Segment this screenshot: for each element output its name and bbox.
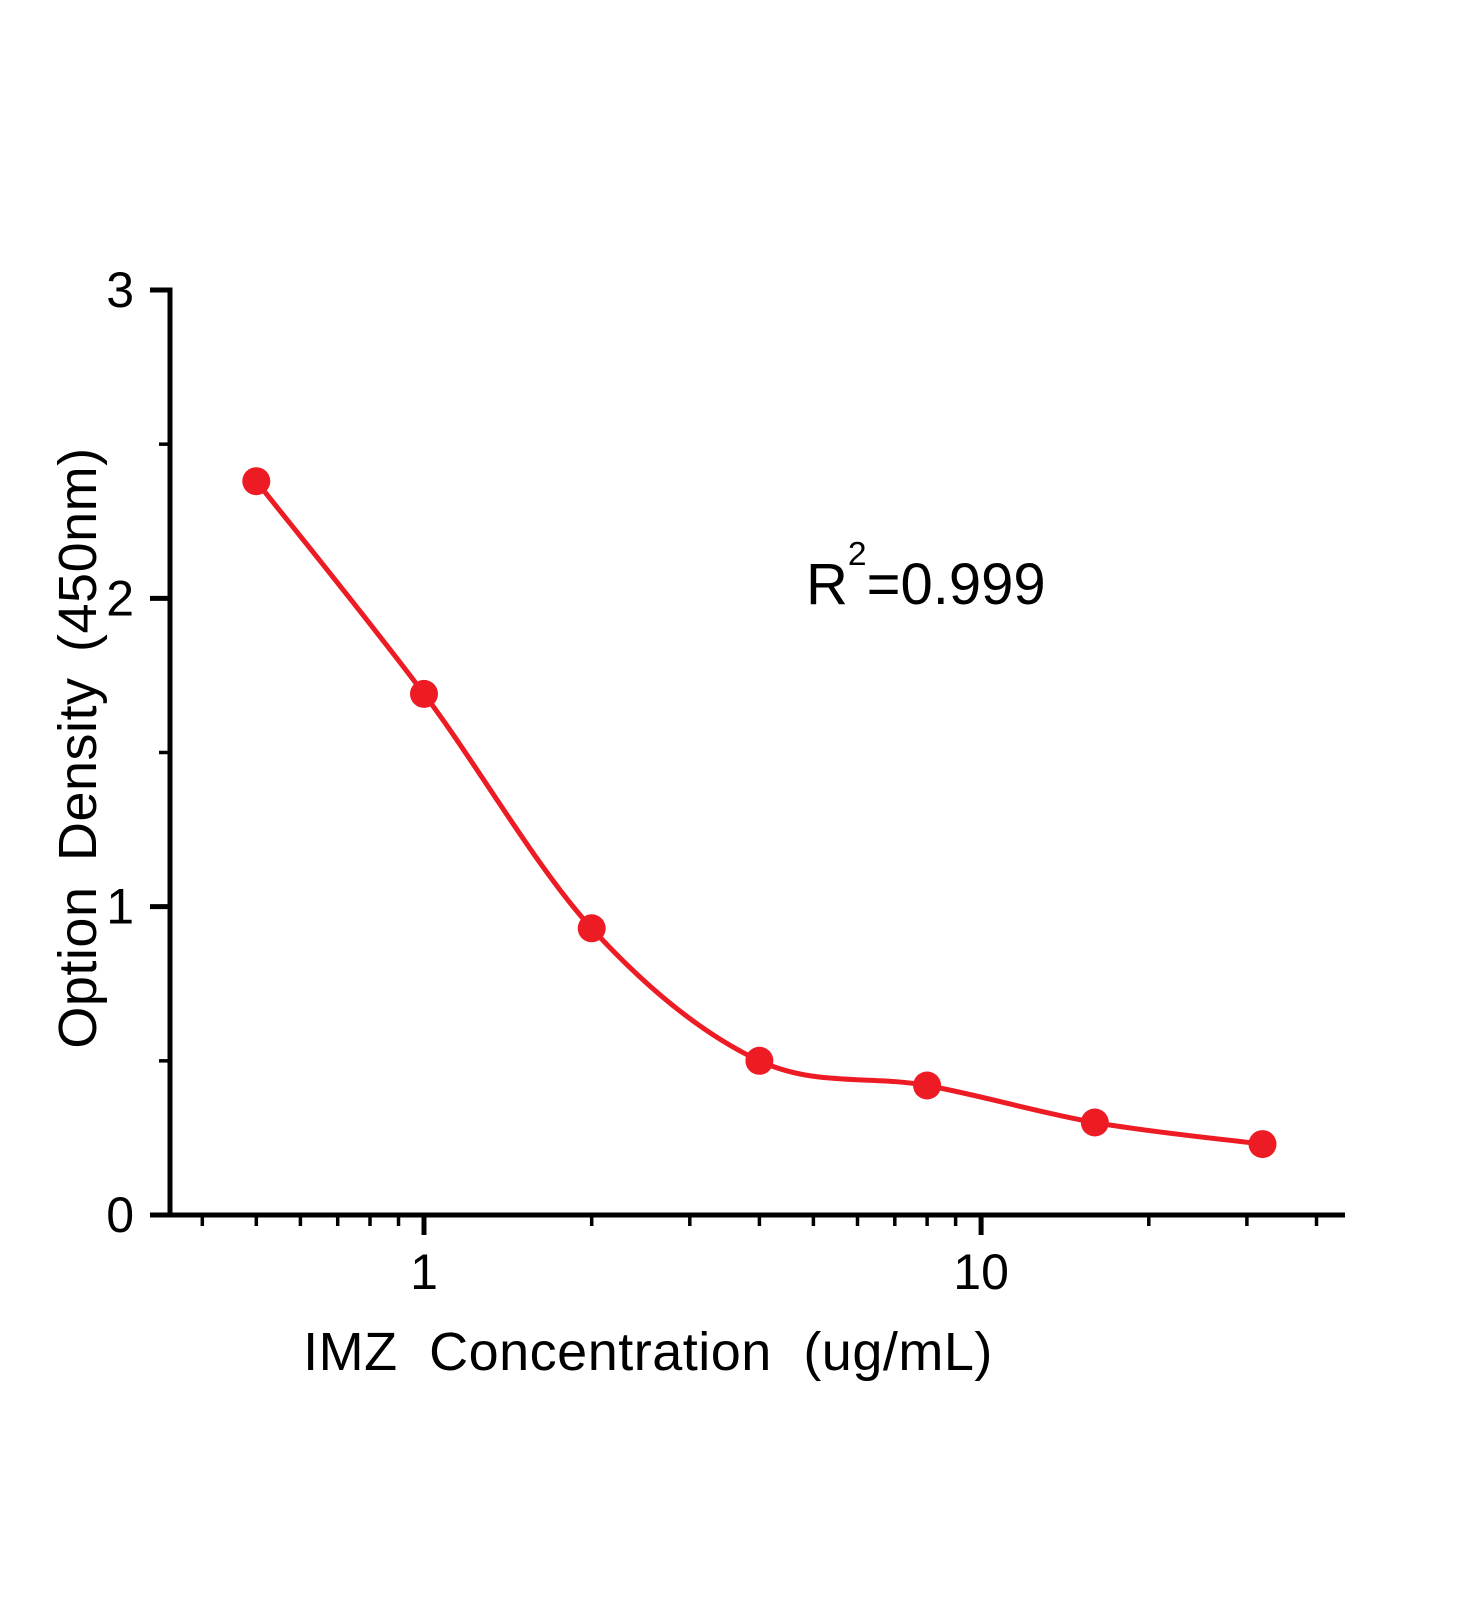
data-point: [242, 467, 271, 496]
data-point: [1248, 1130, 1277, 1159]
data-point: [410, 679, 438, 708]
x-axis-title: IMZ Concentration (ug/mL): [303, 1322, 993, 1382]
x-tick-label: 1: [410, 1244, 438, 1300]
data-point: [577, 914, 606, 943]
data-point: [913, 1071, 942, 1100]
r-squared-annotation: R2=0.999: [806, 538, 1046, 614]
r-squared-rest: =0.999: [866, 552, 1046, 617]
fit-curve: [253, 478, 1265, 1147]
y-tick-label: 3: [106, 262, 134, 318]
y-axis-title: Option Density (450nm): [48, 447, 108, 1049]
x-tick-label: 10: [953, 1244, 1009, 1300]
data-point: [1080, 1108, 1109, 1137]
data-point: [745, 1046, 774, 1075]
y-tick-label: 1: [106, 879, 134, 935]
y-tick-label: 2: [106, 570, 134, 626]
r-squared-base: R: [806, 552, 848, 617]
r-squared-sup: 2: [847, 536, 867, 574]
y-tick-label: 0: [106, 1187, 134, 1243]
